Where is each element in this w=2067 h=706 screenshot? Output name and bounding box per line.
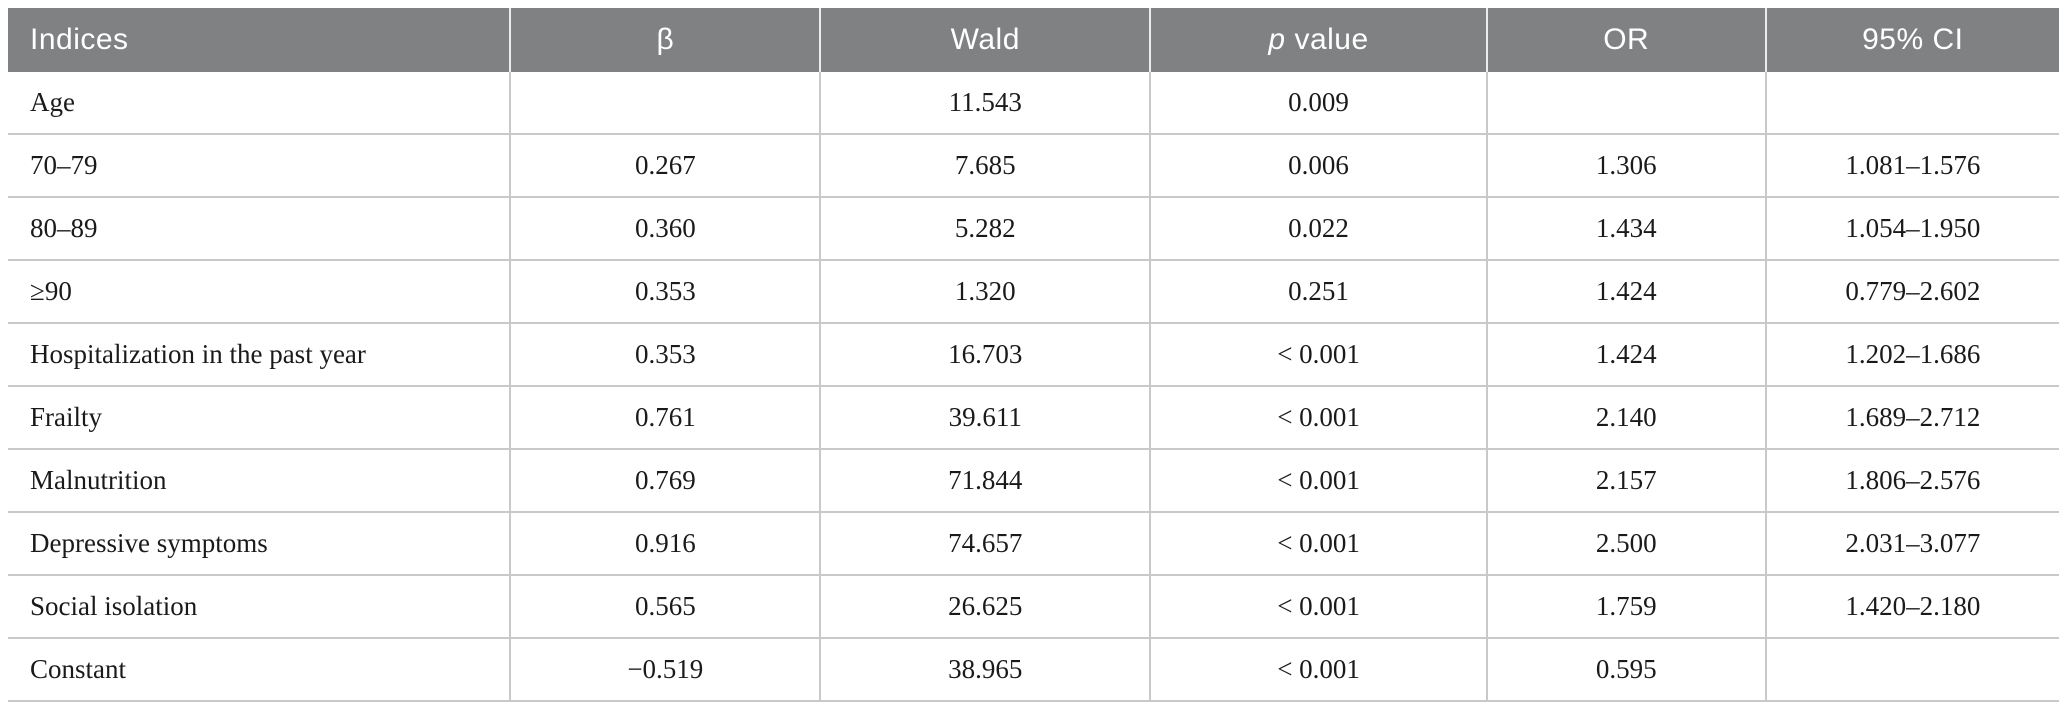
cell-ci: 1.689–2.712: [1764, 386, 2059, 450]
cell-indices: Depressive symptoms: [8, 512, 511, 576]
cell-beta: −0.519: [509, 638, 821, 702]
cell-beta: 0.769: [509, 449, 821, 513]
cell-p-value: < 0.001: [1149, 386, 1487, 450]
cell-or: 2.157: [1485, 449, 1766, 513]
p-value-rest-part: value: [1285, 23, 1369, 56]
cell-beta: 0.916: [509, 512, 821, 576]
cell-or: [1485, 72, 1766, 135]
cell-p-value: 0.009: [1149, 72, 1487, 135]
cell-beta: 0.761: [509, 386, 821, 450]
cell-ci: 2.031–3.077: [1764, 512, 2059, 576]
cell-wald: 1.320: [819, 260, 1151, 324]
cell-or: 2.500: [1485, 512, 1766, 576]
cell-wald: 38.965: [819, 638, 1151, 702]
cell-ci: 1.054–1.950: [1764, 197, 2059, 261]
cell-or: 1.306: [1485, 134, 1766, 198]
p-value-italic-part: p: [1268, 23, 1286, 56]
cell-indices: 80–89: [8, 197, 511, 261]
cell-indices: Constant: [8, 638, 511, 702]
cell-wald: 71.844: [819, 449, 1151, 513]
regression-results-table: Indices β Wald p value OR 95% CI Age 11.…: [8, 8, 2059, 702]
header-row: Indices β Wald p value OR 95% CI: [8, 8, 2059, 72]
cell-indices: Age: [8, 72, 511, 135]
table-row: Social isolation 0.565 26.625 < 0.001 1.…: [8, 575, 2059, 639]
cell-beta: 0.360: [509, 197, 821, 261]
cell-ci: 1.081–1.576: [1764, 134, 2059, 198]
table-header: Indices β Wald p value OR 95% CI: [8, 8, 2059, 72]
cell-indices: Malnutrition: [8, 449, 511, 513]
table-row: 70–79 0.267 7.685 0.006 1.306 1.081–1.57…: [8, 134, 2059, 198]
cell-p-value: 0.022: [1149, 197, 1487, 261]
cell-or: 0.595: [1485, 638, 1766, 702]
cell-indices: Frailty: [8, 386, 511, 450]
cell-or: 1.424: [1485, 260, 1766, 324]
cell-or: 1.424: [1485, 323, 1766, 387]
cell-indices: 70–79: [8, 134, 511, 198]
cell-p-value: < 0.001: [1149, 512, 1487, 576]
cell-or: 1.434: [1485, 197, 1766, 261]
cell-ci: 1.420–2.180: [1764, 575, 2059, 639]
table-row: 80–89 0.360 5.282 0.022 1.434 1.054–1.95…: [8, 197, 2059, 261]
header-cell-or: OR: [1485, 8, 1766, 72]
cell-beta: 0.267: [509, 134, 821, 198]
cell-ci: [1764, 638, 2059, 702]
cell-beta: 0.353: [509, 260, 821, 324]
table-row: Hospitalization in the past year 0.353 1…: [8, 323, 2059, 387]
cell-p-value: < 0.001: [1149, 638, 1487, 702]
header-cell-p-value: p value: [1149, 8, 1487, 72]
table-row: Constant −0.519 38.965 < 0.001 0.595: [8, 638, 2059, 702]
table-row: ≥90 0.353 1.320 0.251 1.424 0.779–2.602: [8, 260, 2059, 324]
cell-p-value: 0.251: [1149, 260, 1487, 324]
cell-beta: 0.353: [509, 323, 821, 387]
table-row: Depressive symptoms 0.916 74.657 < 0.001…: [8, 512, 2059, 576]
cell-wald: 7.685: [819, 134, 1151, 198]
cell-wald: 5.282: [819, 197, 1151, 261]
header-cell-ci: 95% CI: [1764, 8, 2059, 72]
cell-indices: Hospitalization in the past year: [8, 323, 511, 387]
table-row: Age 11.543 0.009: [8, 72, 2059, 135]
cell-or: 1.759: [1485, 575, 1766, 639]
header-cell-indices: Indices: [8, 8, 511, 72]
table-body: Age 11.543 0.009 70–79 0.267 7.685 0.006…: [8, 72, 2059, 702]
cell-indices: ≥90: [8, 260, 511, 324]
cell-wald: 11.543: [819, 72, 1151, 135]
header-cell-beta: β: [509, 8, 821, 72]
table-row: Frailty 0.761 39.611 < 0.001 2.140 1.689…: [8, 386, 2059, 450]
cell-p-value: < 0.001: [1149, 575, 1487, 639]
cell-ci: 0.779–2.602: [1764, 260, 2059, 324]
cell-ci: 1.202–1.686: [1764, 323, 2059, 387]
cell-or: 2.140: [1485, 386, 1766, 450]
cell-beta: 0.565: [509, 575, 821, 639]
cell-wald: 74.657: [819, 512, 1151, 576]
cell-wald: 16.703: [819, 323, 1151, 387]
cell-wald: 26.625: [819, 575, 1151, 639]
cell-p-value: < 0.001: [1149, 323, 1487, 387]
cell-ci: 1.806–2.576: [1764, 449, 2059, 513]
cell-ci: [1764, 72, 2059, 135]
table-row: Malnutrition 0.769 71.844 < 0.001 2.157 …: [8, 449, 2059, 513]
cell-p-value: 0.006: [1149, 134, 1487, 198]
cell-wald: 39.611: [819, 386, 1151, 450]
header-cell-wald: Wald: [819, 8, 1151, 72]
cell-beta: [509, 72, 821, 135]
cell-p-value: < 0.001: [1149, 449, 1487, 513]
cell-indices: Social isolation: [8, 575, 511, 639]
